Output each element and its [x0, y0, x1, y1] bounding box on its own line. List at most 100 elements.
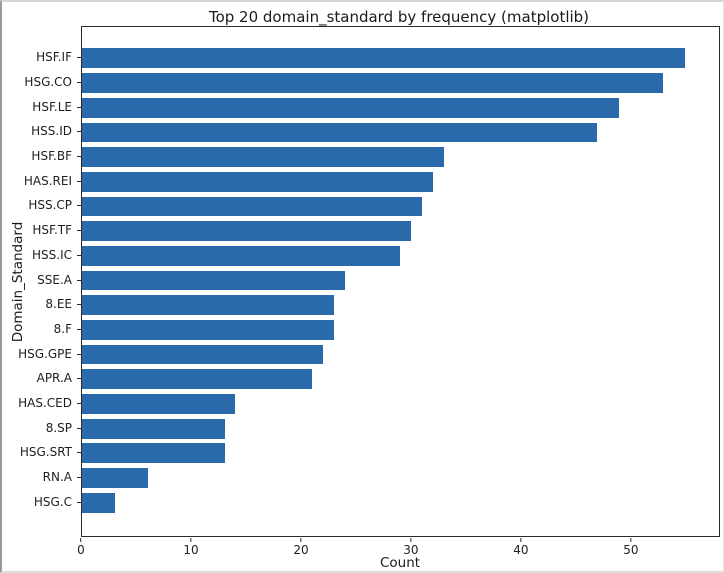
bar	[82, 295, 335, 316]
bar-row	[82, 120, 719, 145]
x-tick-mark	[190, 538, 192, 542]
bar	[82, 468, 148, 488]
x-tick-mark	[300, 538, 302, 542]
y-tick-row: 8.F	[2, 317, 81, 342]
y-tick-row: HSG.SRT	[2, 440, 81, 465]
bar	[82, 171, 433, 192]
bar-row	[82, 367, 719, 392]
y-tick-label: 8.SP	[45, 420, 72, 435]
y-tick-row: HSS.CP	[2, 193, 81, 218]
x-tick: 20	[293, 538, 309, 557]
bar-row	[82, 318, 719, 343]
y-tick-mark	[77, 501, 81, 503]
bar	[82, 492, 115, 513]
bar-row	[82, 441, 719, 466]
bar	[82, 443, 225, 464]
y-tick-label: HSF.IF	[36, 50, 72, 65]
y-tick-row: RN.A	[2, 465, 81, 490]
y-axis-tick-labels: HSF.IF HSG.CO HSF.LE HSS.ID HSF.BF HAS.REI HSS…	[2, 45, 81, 514]
bar	[82, 344, 324, 365]
plot-area	[81, 26, 720, 537]
x-tick: 30	[403, 538, 419, 557]
x-tick-mark	[630, 538, 632, 542]
bar	[82, 369, 313, 390]
x-tick: 0	[77, 538, 85, 557]
y-tick-mark	[77, 205, 81, 207]
y-tick-mark	[77, 106, 81, 108]
y-tick-label: HSS.CP	[28, 198, 72, 213]
bar-row	[82, 416, 719, 441]
y-tick-row: APR.A	[2, 366, 81, 391]
y-tick-label: HSF.LE	[32, 99, 72, 114]
bar	[82, 122, 598, 143]
x-tick-mark	[410, 538, 412, 542]
y-tick-mark	[77, 57, 81, 59]
y-tick-label: RN.A	[42, 470, 72, 485]
bar-row	[82, 466, 719, 491]
y-tick-mark	[77, 427, 81, 429]
y-tick-mark	[77, 328, 81, 330]
bar-row	[82, 219, 719, 244]
y-tick-row: 8.SP	[2, 415, 81, 440]
chart-title: Top 20 domain_standard by frequency (mat…	[208, 8, 590, 26]
x-axis-label: Count	[379, 555, 421, 571]
y-tick-mark	[77, 279, 81, 281]
y-tick-row: HAS.CED	[2, 391, 81, 416]
bar-row	[82, 268, 719, 293]
bar-row	[82, 194, 719, 219]
y-tick-mark	[77, 131, 81, 133]
y-tick-mark	[77, 82, 81, 84]
bar	[82, 196, 422, 217]
y-tick-mark	[77, 180, 81, 182]
bar	[82, 221, 411, 242]
bar	[82, 73, 664, 93]
bar	[82, 97, 620, 118]
bar-row	[82, 392, 719, 417]
bar-row	[82, 244, 719, 269]
y-tick-label: HAS.REI	[23, 173, 72, 188]
y-tick-row: 8.EE	[2, 292, 81, 317]
y-tick-row: HSS.IC	[2, 243, 81, 268]
bar-row	[82, 293, 719, 318]
bar-row	[82, 95, 719, 120]
y-tick-mark	[77, 452, 81, 454]
bar-row	[82, 46, 719, 71]
y-tick-mark	[77, 156, 81, 158]
y-tick-row: HSF.BF	[2, 144, 81, 169]
y-tick-label: HSS.IC	[32, 247, 72, 262]
y-tick-label: HSG.GPE	[18, 346, 72, 361]
y-tick-mark	[77, 230, 81, 232]
y-tick-label: HSG.CO	[24, 75, 72, 90]
y-tick-mark	[77, 477, 81, 479]
bar-row	[82, 169, 719, 194]
bar-row	[82, 71, 719, 96]
y-tick-label: HSG.C	[33, 494, 72, 509]
y-tick-row: HSF.LE	[2, 94, 81, 119]
y-tick-label: 8.EE	[45, 297, 72, 312]
y-tick-mark	[77, 402, 81, 404]
x-tick-label: 0	[77, 543, 85, 557]
bar-row	[82, 342, 719, 367]
x-tick-label: 30	[403, 543, 419, 557]
y-tick-row: HSF.IF	[2, 45, 81, 70]
x-tick-mark	[520, 538, 522, 542]
x-tick-label: 10	[183, 543, 199, 557]
y-tick-mark	[77, 254, 81, 256]
y-tick-mark	[77, 378, 81, 380]
y-tick-label: HSF.BF	[31, 149, 72, 164]
y-tick-row: HSF.TF	[2, 218, 81, 243]
bar-row	[82, 490, 719, 515]
y-tick-row: HAS.REI	[2, 168, 81, 193]
y-tick-row: HSS.ID	[2, 119, 81, 144]
y-tick-label: HSG.SRT	[19, 445, 72, 460]
x-tick: 40	[513, 538, 529, 557]
y-tick-label: APR.A	[36, 371, 72, 386]
bar	[82, 320, 335, 340]
y-tick-label: 8.F	[53, 321, 72, 336]
x-tick: 10	[183, 538, 199, 557]
y-tick-label: HAS.CED	[18, 395, 72, 410]
bars-container	[82, 46, 719, 515]
bar	[82, 147, 444, 167]
bar	[82, 245, 400, 266]
